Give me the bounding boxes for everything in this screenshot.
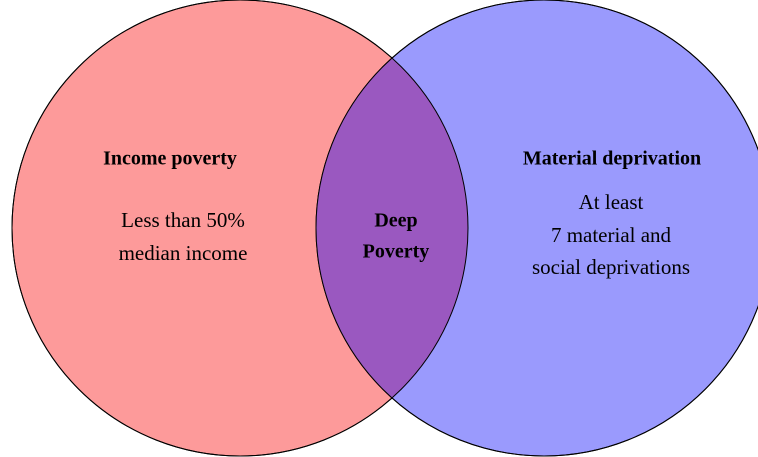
right-text: At least: [579, 190, 644, 214]
right-text: social deprivations: [532, 255, 690, 279]
left-text: Less than 50%: [121, 208, 245, 232]
intersection-label: Poverty: [363, 241, 430, 263]
intersection: [316, 0, 468, 456]
left-title: Income poverty: [103, 148, 237, 170]
intersection-label: Deep: [374, 210, 417, 232]
left-text: median income: [119, 241, 248, 265]
right-circle-outline: [315, 0, 758, 457]
left-circle-outline: [11, 0, 469, 457]
right-text: 7 material and: [551, 223, 672, 247]
right-title: Material deprivation: [523, 148, 701, 170]
